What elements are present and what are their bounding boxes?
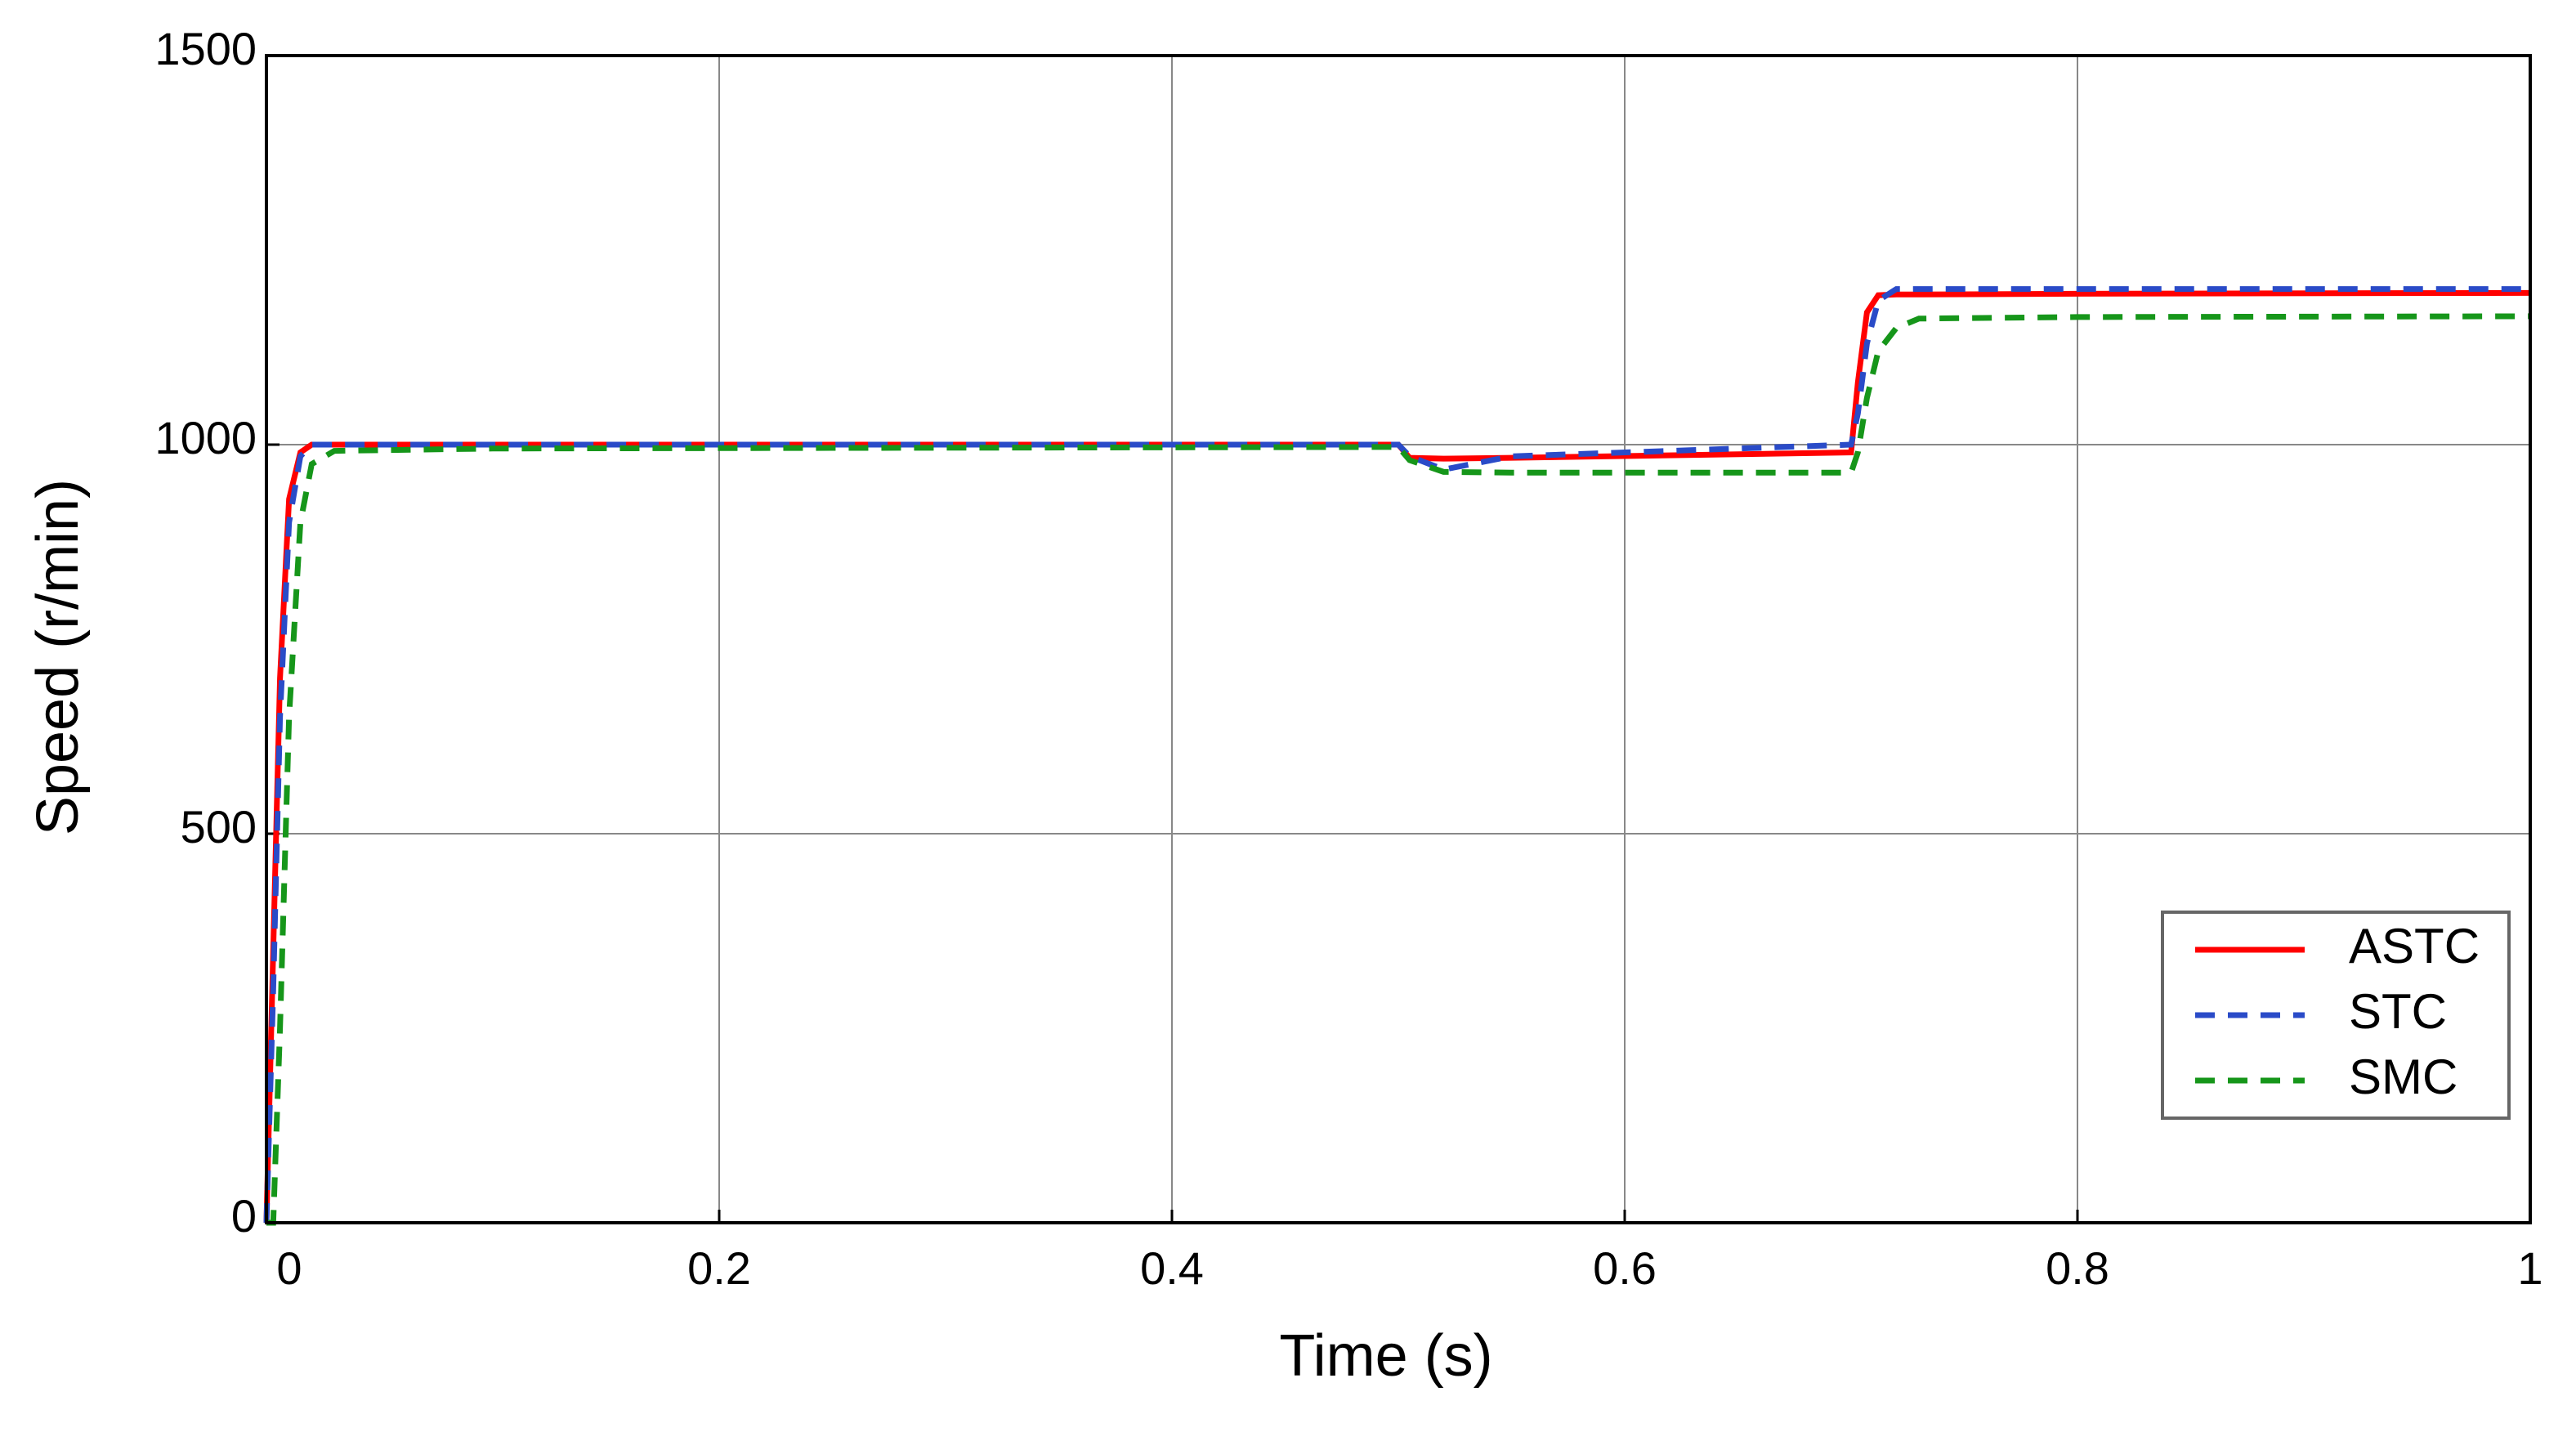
legend-label: STC [2349, 984, 2447, 1039]
x-tick-label: 0.6 [1593, 1242, 1657, 1294]
x-tick-label: 0.4 [1140, 1242, 1204, 1294]
series-line [263, 286, 2530, 1224]
x-axis-label: Time (s) [1279, 1323, 1492, 1389]
legend-box [2161, 911, 2511, 1120]
x-tick-label: 0.8 [2046, 1242, 2109, 1294]
x-tick-label: 0 [276, 1242, 302, 1294]
y-tick-label: 500 [181, 801, 257, 852]
x-tick-label: 0.2 [687, 1242, 751, 1294]
series-line [266, 313, 2531, 1226]
y-tick-label: 1000 [154, 412, 257, 463]
y-tick-label: 1500 [154, 23, 257, 74]
y-tick-label: 0 [231, 1190, 257, 1242]
series-line [263, 289, 2531, 1224]
legend-label: ASTC [2349, 919, 2480, 973]
legend-label: SMC [2349, 1049, 2457, 1104]
x-tick-label: 1 [2517, 1242, 2542, 1294]
y-axis-label: Speed (r/min) [25, 479, 91, 835]
plot-frame [265, 54, 2532, 1224]
